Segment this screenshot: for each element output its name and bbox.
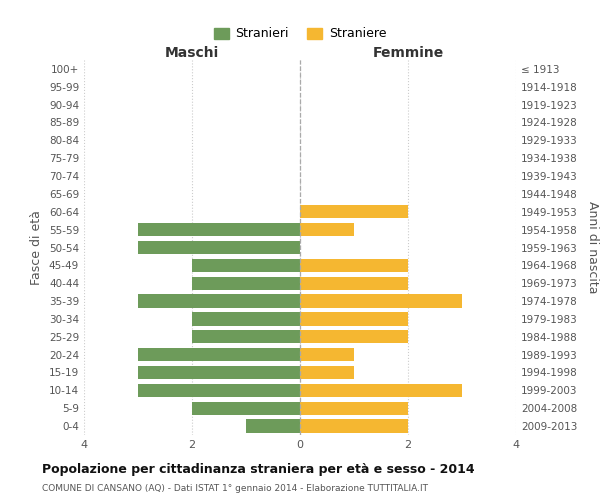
Legend: Stranieri, Straniere: Stranieri, Straniere [208,21,392,46]
Y-axis label: Fasce di età: Fasce di età [31,210,43,285]
Bar [300,312,408,326]
Bar [300,223,354,236]
Bar [138,366,300,379]
Y-axis label: Anni di nascita: Anni di nascita [586,201,599,294]
Bar [300,420,408,433]
Bar [300,348,354,362]
Text: COMUNE DI CANSANO (AQ) - Dati ISTAT 1° gennaio 2014 - Elaborazione TUTTITALIA.IT: COMUNE DI CANSANO (AQ) - Dati ISTAT 1° g… [42,484,428,493]
Bar [300,384,462,397]
Bar [300,205,408,218]
Bar [138,223,300,236]
Text: Femmine: Femmine [373,46,443,60]
Bar [300,258,408,272]
Text: Popolazione per cittadinanza straniera per età e sesso - 2014: Popolazione per cittadinanza straniera p… [42,462,475,475]
Bar [192,258,300,272]
Bar [138,384,300,397]
Bar [300,366,354,379]
Bar [138,294,300,308]
Bar [246,420,300,433]
Bar [300,402,408,415]
Bar [138,241,300,254]
Bar [192,330,300,344]
Text: Maschi: Maschi [165,46,219,60]
Bar [138,348,300,362]
Bar [192,276,300,290]
Bar [300,294,462,308]
Bar [192,312,300,326]
Bar [192,402,300,415]
Bar [300,276,408,290]
Bar [300,330,408,344]
